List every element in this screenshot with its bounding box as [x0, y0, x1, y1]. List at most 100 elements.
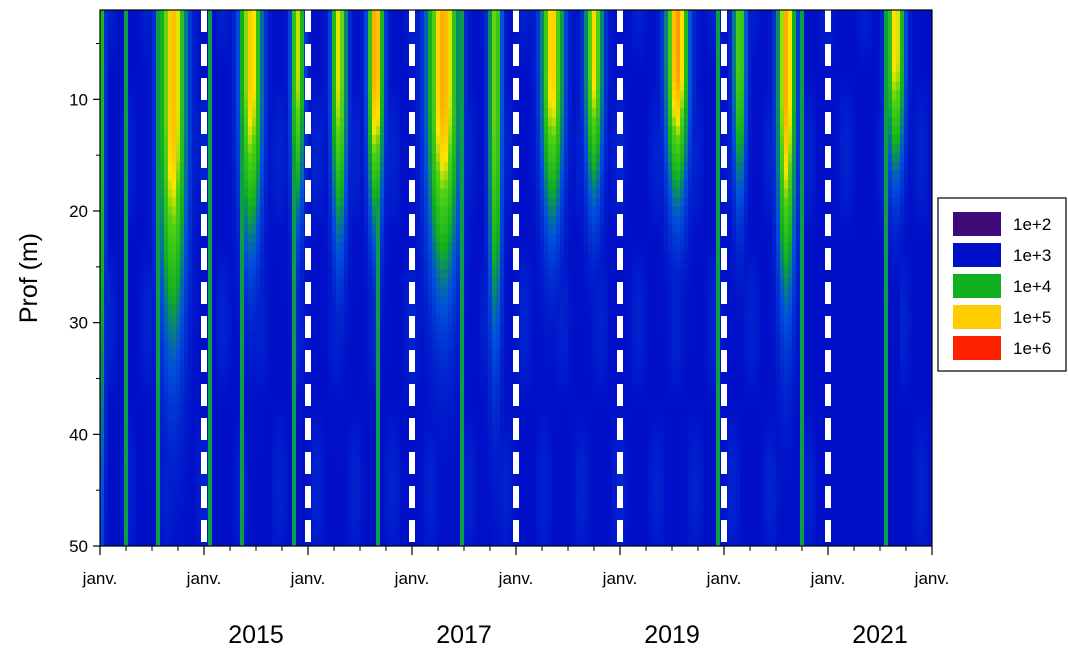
- heatmap-cell: [196, 224, 201, 234]
- heatmap-cell: [236, 286, 241, 297]
- heatmap-cell: [260, 27, 265, 38]
- heatmap-cell: [300, 36, 305, 47]
- heatmap-cell: [256, 385, 261, 395]
- heatmap-cell: [340, 501, 345, 511]
- heatmap-cell: [376, 179, 381, 190]
- heatmap-cell: [388, 215, 393, 225]
- heatmap-cell: [268, 349, 273, 359]
- heatmap-cell: [396, 54, 401, 65]
- heatmap-cell: [272, 72, 277, 83]
- heatmap-cell: [420, 367, 425, 377]
- heatmap-cell: [116, 385, 121, 395]
- heatmap-cell: [236, 233, 241, 243]
- heatmap-cell: [292, 420, 297, 431]
- heatmap-cell: [348, 483, 353, 493]
- heatmap-cell: [360, 474, 365, 485]
- heatmap-cell: [232, 403, 237, 413]
- heatmap-cell: [308, 242, 313, 252]
- heatmap-cell: [388, 54, 393, 65]
- heatmap-cell: [296, 465, 301, 476]
- heatmap-cell: [220, 474, 225, 485]
- heatmap-cell: [248, 54, 253, 65]
- heatmap-cell: [384, 144, 389, 154]
- heatmap-cell: [336, 10, 341, 20]
- heatmap-cell: [196, 286, 201, 297]
- heatmap-cell: [132, 126, 137, 136]
- heatmap-cell: [168, 117, 173, 127]
- heatmap-cell: [316, 54, 321, 65]
- heatmap-cell: [372, 63, 377, 74]
- heatmap-cell: [416, 72, 421, 83]
- heatmap-cell: [188, 447, 193, 458]
- heatmap-cell: [112, 90, 117, 100]
- heatmap-cell: [292, 376, 297, 386]
- heatmap-cell: [148, 215, 153, 225]
- heatmap-cell: [416, 54, 421, 65]
- heatmap-cell: [252, 45, 257, 56]
- heatmap-cell: [392, 27, 397, 38]
- heatmap-cell: [248, 188, 253, 199]
- heatmap-cell: [292, 135, 297, 145]
- heatmap-cell: [160, 412, 165, 422]
- heatmap-cell: [316, 340, 321, 351]
- heatmap-cell: [136, 528, 141, 538]
- heatmap-cell: [416, 358, 421, 368]
- heatmap-cell: [108, 322, 113, 333]
- heatmap-cell: [184, 313, 189, 324]
- heatmap-cell: [212, 197, 217, 208]
- heatmap-cell: [340, 99, 345, 109]
- heatmap-cell: [144, 519, 149, 529]
- heatmap-cell: [164, 161, 169, 172]
- heatmap-cell: [272, 90, 277, 100]
- heatmap-cell: [384, 349, 389, 359]
- heatmap-cell: [280, 135, 285, 145]
- heatmap-cell: [376, 385, 381, 395]
- heatmap-cell: [256, 438, 261, 449]
- heatmap-cell: [160, 519, 165, 529]
- heatmap-cell: [180, 429, 185, 440]
- heatmap-cell: [316, 322, 321, 333]
- heatmap-cell: [268, 144, 273, 154]
- heatmap-cell: [400, 233, 405, 243]
- heatmap-cell: [228, 117, 233, 127]
- heatmap-cell: [116, 233, 121, 243]
- heatmap-cell: [100, 412, 105, 422]
- heatmap-cell: [176, 331, 181, 342]
- heatmap-cell: [176, 403, 181, 413]
- heatmap-cell: [100, 447, 105, 458]
- heatmap-cell: [108, 358, 113, 368]
- heatmap-cell: [120, 519, 125, 529]
- heatmap-cell: [136, 242, 141, 252]
- heatmap-cell: [272, 447, 277, 458]
- heatmap-cell: [416, 10, 421, 20]
- heatmap-cell: [208, 340, 213, 351]
- heatmap-cell: [372, 242, 377, 252]
- heatmap-cell: [264, 537, 269, 546]
- heatmap-cell: [392, 358, 397, 368]
- heatmap-cell: [312, 18, 317, 29]
- heatmap-cell: [168, 474, 173, 485]
- heatmap-cell: [144, 367, 149, 377]
- heatmap-cell: [220, 483, 225, 493]
- heatmap-cell: [248, 331, 253, 342]
- heatmap-cell: [384, 474, 389, 485]
- heatmap-cell: [280, 54, 285, 65]
- heatmap-cell: [240, 331, 245, 342]
- heatmap-cell: [112, 233, 117, 243]
- heatmap-cell: [164, 144, 169, 154]
- heatmap-cell: [120, 403, 125, 413]
- heatmap-cell: [156, 420, 161, 431]
- heatmap-cell: [160, 385, 165, 395]
- heatmap-cell: [144, 206, 149, 217]
- heatmap-cell: [232, 322, 237, 333]
- heatmap-cell: [388, 224, 393, 234]
- heatmap-cell: [392, 528, 397, 538]
- heatmap-cell: [124, 224, 129, 234]
- heatmap-cell: [156, 403, 161, 413]
- heatmap-cell: [232, 170, 237, 181]
- heatmap-cell: [244, 528, 249, 538]
- heatmap-cell: [100, 456, 105, 467]
- heatmap-cell: [224, 313, 229, 324]
- heatmap-cell: [152, 269, 157, 279]
- heatmap-cell: [196, 10, 201, 20]
